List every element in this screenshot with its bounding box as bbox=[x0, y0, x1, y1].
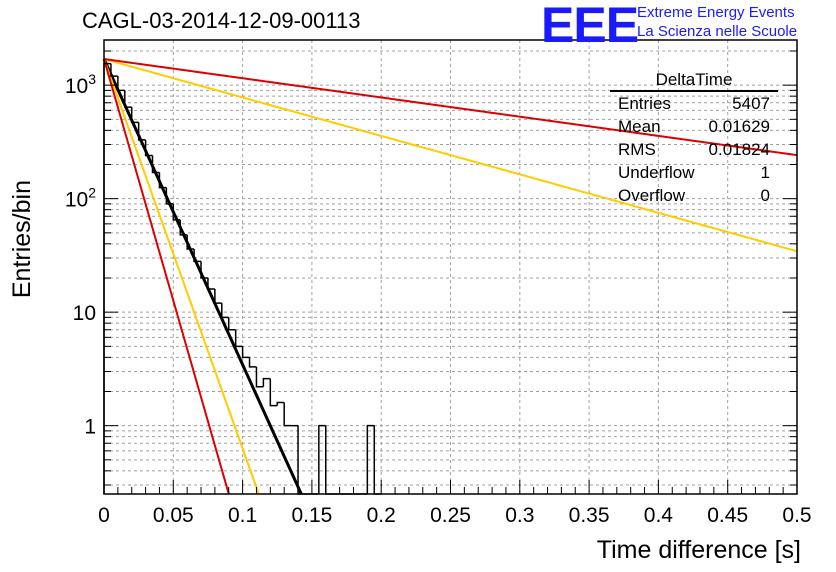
y-tick-label: 10 bbox=[73, 302, 96, 325]
histogram-bin bbox=[144, 139, 153, 157]
histogram-bin bbox=[158, 172, 167, 189]
fit-curve-band-outer-lower bbox=[103, 58, 230, 495]
logo-subtitle-line2: La Scienza nelle Scuole bbox=[637, 23, 798, 40]
histogram-bin bbox=[262, 377, 271, 387]
x-axis-label: Time difference [s] bbox=[597, 536, 801, 564]
histogram-bars bbox=[103, 62, 382, 495]
fit-curve-band-inner-upper bbox=[103, 58, 798, 253]
x-tick-label: 0 bbox=[98, 504, 110, 527]
histogram-bin bbox=[255, 366, 264, 388]
fit-curve-band-outer-upper bbox=[103, 58, 798, 157]
stats-row-rms: RMS 0.01824 bbox=[610, 138, 778, 161]
stats-row-overflow: Overflow 0 bbox=[610, 184, 778, 207]
x-tick-label: 0.25 bbox=[430, 504, 471, 527]
histogram-bin bbox=[151, 155, 160, 174]
fit-curve-band-inner-lower bbox=[103, 58, 260, 495]
stats-label: Mean bbox=[618, 117, 661, 136]
histogram-bin bbox=[117, 76, 125, 92]
x-tick-label: 0.5 bbox=[782, 504, 811, 527]
histogram-bin bbox=[214, 288, 222, 304]
y-axis-label: Entries/bin bbox=[8, 180, 36, 298]
chart-title: CAGL-03-2014-12-09-00113 bbox=[82, 8, 361, 33]
axes-ticks bbox=[103, 50, 798, 494]
x-tick-label: 0.15 bbox=[291, 504, 332, 527]
stats-title: DeltaTime bbox=[610, 70, 778, 92]
axis-labels: 0 0.05 0.1 0.15 0.2 0.25 0.3 0.35 0.4 0.45 0.51101… bbox=[8, 71, 812, 564]
histogram-bin bbox=[221, 303, 229, 319]
y-tick-label: 103 bbox=[65, 71, 96, 98]
histogram-bin bbox=[165, 187, 174, 205]
stats-row-entries: Entries 5407 bbox=[610, 92, 778, 115]
x-tick-label: 0.3 bbox=[505, 504, 534, 527]
stats-row-underflow: Underflow 1 bbox=[610, 161, 778, 184]
stats-row-mean: Mean 0.01629 bbox=[610, 115, 778, 138]
stats-box: DeltaTime Entries 5407 Mean 0.01629 RMS … bbox=[610, 70, 778, 207]
logo-subtitle-line1: Extreme Energy Events bbox=[637, 4, 795, 21]
histogram-bin bbox=[269, 378, 278, 407]
histogram-bin bbox=[241, 346, 250, 359]
y-tick-label: 1 bbox=[84, 416, 96, 439]
histogram-bin bbox=[103, 62, 111, 494]
stats-value: 1 bbox=[760, 163, 770, 182]
histogram-bin bbox=[207, 277, 215, 290]
histogram-bin bbox=[130, 107, 139, 124]
histogram-bin bbox=[366, 424, 375, 494]
x-tick-label: 0.35 bbox=[569, 504, 610, 527]
x-tick-label: 0.05 bbox=[153, 504, 194, 527]
histogram-bin bbox=[318, 424, 326, 494]
histogram-bin bbox=[137, 122, 146, 141]
histogram-bin bbox=[248, 357, 257, 368]
x-tick-label: 0.1 bbox=[228, 504, 257, 527]
histogram-bin bbox=[172, 203, 181, 221]
stats-value: 0 bbox=[760, 186, 770, 205]
stats-label: Underflow bbox=[618, 163, 695, 182]
histogram-bin bbox=[227, 317, 236, 331]
stats-label: Overflow bbox=[618, 186, 686, 205]
histogram-bin bbox=[124, 90, 132, 108]
stats-label: RMS bbox=[618, 140, 656, 159]
histogram-bin bbox=[179, 219, 188, 236]
fit-curve-fit bbox=[102, 58, 303, 495]
histogram-bin bbox=[110, 63, 118, 77]
stats-value: 5407 bbox=[732, 94, 770, 113]
x-tick-label: 0.2 bbox=[367, 504, 396, 527]
x-tick-label: 0.4 bbox=[644, 504, 674, 527]
y-tick-label: 102 bbox=[65, 185, 96, 212]
histogram-bin bbox=[200, 261, 208, 279]
eee-logo: EEE bbox=[541, 0, 639, 53]
stats-label: Entries bbox=[618, 94, 671, 113]
histogram-bin bbox=[193, 249, 202, 263]
histogram-bin bbox=[234, 329, 243, 348]
stats-value: 0.01629 bbox=[708, 117, 770, 136]
histogram-bin bbox=[283, 402, 292, 427]
x-tick-label: 0.45 bbox=[707, 504, 748, 527]
histogram-bin bbox=[276, 401, 285, 406]
histogram-bin bbox=[186, 234, 195, 250]
stats-value: 0.01824 bbox=[708, 140, 770, 159]
